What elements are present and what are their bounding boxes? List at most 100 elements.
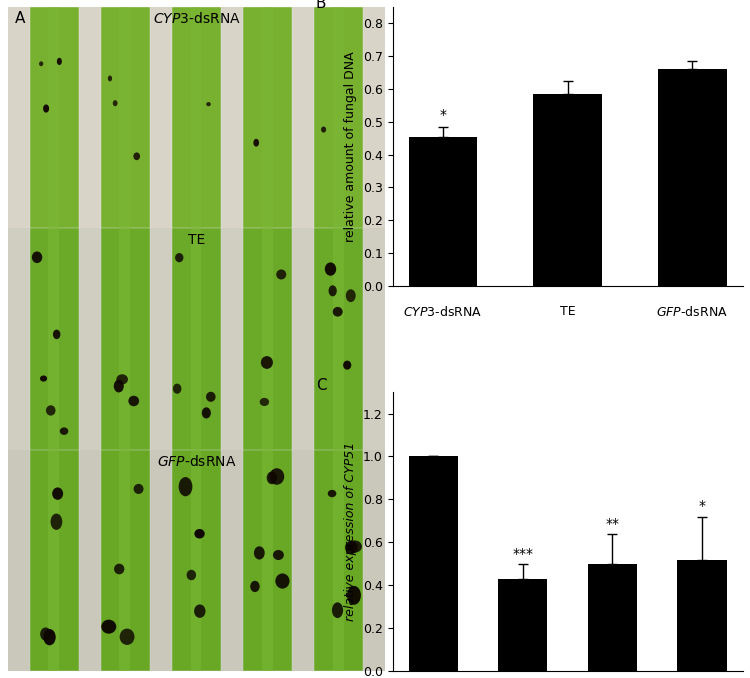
Ellipse shape bbox=[347, 540, 362, 553]
Bar bbox=[409, 456, 458, 671]
Bar bbox=[172, 7, 221, 228]
Bar bbox=[262, 450, 272, 671]
Ellipse shape bbox=[57, 58, 62, 65]
Ellipse shape bbox=[343, 361, 351, 370]
Ellipse shape bbox=[178, 477, 193, 496]
Text: C: C bbox=[316, 378, 326, 393]
Ellipse shape bbox=[44, 629, 55, 645]
Bar bbox=[190, 228, 201, 450]
Bar bbox=[190, 450, 201, 671]
Bar bbox=[48, 228, 59, 450]
Ellipse shape bbox=[134, 153, 140, 160]
Ellipse shape bbox=[40, 376, 47, 382]
Bar bbox=[333, 228, 344, 450]
Ellipse shape bbox=[206, 392, 215, 402]
Bar bbox=[48, 7, 59, 228]
Y-axis label: relative amount of fungal DNA: relative amount of fungal DNA bbox=[344, 51, 357, 241]
Ellipse shape bbox=[332, 602, 344, 618]
Bar bbox=[100, 7, 150, 228]
Text: *: * bbox=[698, 500, 706, 513]
Text: B: B bbox=[316, 0, 326, 11]
Bar bbox=[498, 579, 548, 671]
Ellipse shape bbox=[60, 427, 68, 435]
Ellipse shape bbox=[254, 139, 259, 146]
Ellipse shape bbox=[267, 471, 277, 484]
Bar bbox=[262, 228, 272, 450]
Text: $\it{GFP}$-dsRNA: $\it{GFP}$-dsRNA bbox=[656, 306, 728, 319]
Ellipse shape bbox=[39, 61, 44, 66]
Ellipse shape bbox=[347, 586, 361, 605]
Bar bbox=[119, 228, 130, 450]
Ellipse shape bbox=[128, 396, 139, 406]
Ellipse shape bbox=[202, 407, 211, 418]
Ellipse shape bbox=[46, 405, 56, 416]
Ellipse shape bbox=[119, 629, 134, 645]
Bar bbox=[29, 450, 79, 671]
Text: $\it{CYP3}$-dsRNA: $\it{CYP3}$-dsRNA bbox=[152, 12, 240, 26]
Ellipse shape bbox=[269, 468, 284, 485]
Ellipse shape bbox=[254, 546, 265, 559]
Bar bbox=[677, 559, 727, 671]
Ellipse shape bbox=[321, 127, 326, 133]
Bar bbox=[314, 7, 363, 228]
Bar bbox=[100, 228, 150, 450]
Bar bbox=[533, 94, 602, 286]
Ellipse shape bbox=[175, 253, 184, 262]
Ellipse shape bbox=[50, 513, 62, 530]
Ellipse shape bbox=[187, 570, 196, 580]
Text: **: ** bbox=[605, 517, 619, 531]
Ellipse shape bbox=[345, 541, 358, 554]
Bar bbox=[190, 7, 201, 228]
Bar bbox=[314, 228, 363, 450]
Bar bbox=[262, 7, 272, 228]
Ellipse shape bbox=[53, 330, 61, 339]
Bar bbox=[333, 7, 344, 228]
Y-axis label: relative expression of CYP51: relative expression of CYP51 bbox=[344, 442, 357, 621]
Ellipse shape bbox=[114, 563, 125, 574]
Ellipse shape bbox=[251, 581, 260, 592]
Ellipse shape bbox=[273, 550, 284, 560]
Bar bbox=[314, 450, 363, 671]
Ellipse shape bbox=[260, 398, 269, 406]
Ellipse shape bbox=[206, 102, 211, 106]
Text: *: * bbox=[440, 108, 446, 122]
Bar bbox=[243, 7, 292, 228]
Ellipse shape bbox=[108, 75, 112, 81]
Ellipse shape bbox=[328, 490, 336, 497]
Ellipse shape bbox=[112, 100, 118, 106]
Ellipse shape bbox=[194, 604, 206, 618]
Ellipse shape bbox=[43, 104, 50, 113]
Ellipse shape bbox=[328, 285, 337, 296]
Ellipse shape bbox=[116, 374, 128, 384]
Ellipse shape bbox=[134, 484, 143, 494]
Bar bbox=[119, 450, 130, 671]
Ellipse shape bbox=[101, 620, 116, 634]
Bar bbox=[172, 450, 221, 671]
Ellipse shape bbox=[32, 252, 42, 263]
Ellipse shape bbox=[114, 380, 124, 393]
Bar bbox=[658, 69, 727, 286]
Ellipse shape bbox=[261, 356, 273, 369]
Text: ***: *** bbox=[512, 546, 533, 561]
Bar bbox=[29, 228, 79, 450]
Ellipse shape bbox=[346, 290, 355, 302]
Bar bbox=[172, 228, 221, 450]
Ellipse shape bbox=[276, 269, 286, 279]
Bar bbox=[119, 7, 130, 228]
Bar bbox=[409, 136, 477, 286]
Text: TE: TE bbox=[188, 233, 205, 247]
Ellipse shape bbox=[53, 487, 63, 500]
Bar bbox=[333, 450, 344, 671]
Ellipse shape bbox=[325, 262, 336, 276]
Bar bbox=[588, 564, 637, 671]
Bar bbox=[29, 7, 79, 228]
Ellipse shape bbox=[40, 627, 51, 641]
Ellipse shape bbox=[333, 307, 343, 317]
Bar bbox=[48, 450, 59, 671]
Text: A: A bbox=[15, 12, 26, 26]
Text: $\it{GFP}$-dsRNA: $\it{GFP}$-dsRNA bbox=[157, 454, 236, 469]
Ellipse shape bbox=[194, 529, 205, 538]
Ellipse shape bbox=[173, 384, 182, 394]
Text: $\it{CYP3}$-dsRNA: $\it{CYP3}$-dsRNA bbox=[404, 306, 482, 319]
Bar bbox=[243, 450, 292, 671]
